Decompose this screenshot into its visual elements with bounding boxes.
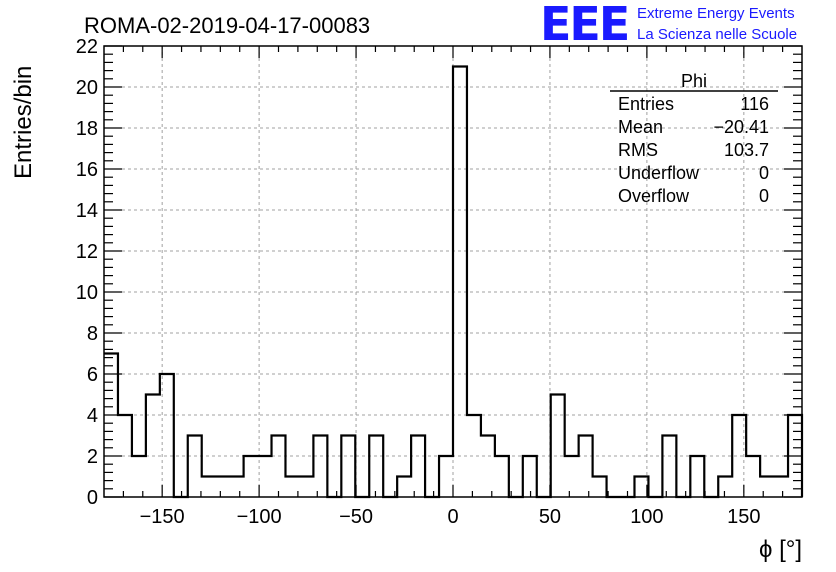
stats-row-value: −20.41 (713, 117, 769, 137)
y-tick-label: 0 (87, 487, 98, 509)
histogram-bin (746, 456, 760, 497)
logo-subtitle-line2: La Scienza nelle Scuole (637, 26, 797, 43)
histogram-bin (690, 456, 704, 497)
stats-row-value: 116 (740, 94, 769, 114)
x-tick-label: 50 (539, 506, 561, 528)
histogram-bin (272, 436, 286, 498)
histogram-bin (216, 477, 230, 498)
histogram-bin (495, 456, 509, 497)
y-tick-label: 10 (76, 282, 98, 304)
histogram-bin (188, 436, 202, 498)
stats-row-value: 0 (759, 163, 769, 183)
histogram-series (104, 65, 804, 499)
x-tick-label: −50 (339, 506, 373, 528)
tick-labels: −150 −100 −50 0 50 100 150 0 2 4 6 8 10 12 14 16 18 20 22 (76, 36, 761, 528)
histogram-bin (760, 477, 774, 498)
histogram-bin (774, 477, 788, 498)
stats-row-label: Underflow (618, 163, 700, 183)
x-tick-label: 100 (630, 506, 663, 528)
histogram-bin (411, 436, 425, 498)
histogram-bin (481, 436, 495, 498)
y-tick-label: 16 (76, 159, 98, 181)
histogram-bin (662, 436, 676, 498)
y-tick-label: 4 (87, 405, 98, 427)
logo-subtitle-line1: Extreme Energy Events (637, 5, 795, 22)
histogram-bin (341, 436, 355, 498)
histogram-bin (369, 436, 383, 498)
stats-row-label: Overflow (618, 186, 690, 206)
histogram-bin (565, 456, 579, 497)
histogram-bin (146, 395, 160, 498)
histogram-bin (132, 456, 146, 497)
histogram-bin (313, 436, 327, 498)
y-tick-label: 12 (76, 241, 98, 263)
stats-row-value: 103.7 (724, 140, 769, 160)
stats-box: Phi Entries 116 Mean −20.41 RMS 103.7 Underflo… (610, 71, 778, 206)
histogram-bin (523, 456, 537, 497)
histogram-bin (593, 477, 607, 498)
histogram-outline (104, 65, 804, 499)
axes (103, 45, 803, 498)
x-tick-label: 150 (727, 506, 760, 528)
y-tick-label: 8 (87, 323, 98, 345)
eee-logo: EEE Extreme Energy Events La Scienza nel… (540, 0, 797, 51)
y-axis-label: Entries/bin (10, 66, 37, 179)
histogram-bin (397, 477, 411, 498)
histogram-bin (551, 395, 565, 498)
histogram-bin (453, 67, 467, 498)
x-tick-label: −100 (237, 506, 282, 528)
histogram-bin (230, 477, 244, 498)
stats-row-label: Mean (618, 117, 663, 137)
y-tick-label: 14 (76, 200, 98, 222)
stats-row-value: 0 (759, 186, 769, 206)
histogram-bin (579, 436, 593, 498)
y-tick-label: 2 (87, 446, 98, 468)
x-tick-label: −150 (140, 506, 185, 528)
stats-row-label: Entries (618, 94, 674, 114)
histogram-bin (104, 354, 118, 498)
histogram-bin (718, 477, 732, 498)
chart-title: ROMA-02-2019-04-17-00083 (84, 13, 370, 38)
y-tick-label: 6 (87, 364, 98, 386)
y-tick-label: 20 (76, 77, 98, 99)
y-tick-label: 18 (76, 118, 98, 140)
y-tick-label: 22 (76, 36, 98, 58)
histogram-bin (202, 477, 216, 498)
logo-text: EEE (540, 0, 628, 51)
histogram-bin (439, 456, 453, 497)
x-tick-label: 0 (447, 506, 458, 528)
stats-row-label: RMS (618, 140, 658, 160)
histogram-bin (299, 477, 313, 498)
stats-box-title: Phi (681, 71, 707, 91)
histogram-bin (244, 456, 258, 497)
x-axis-label: ϕ [°] (759, 536, 802, 563)
